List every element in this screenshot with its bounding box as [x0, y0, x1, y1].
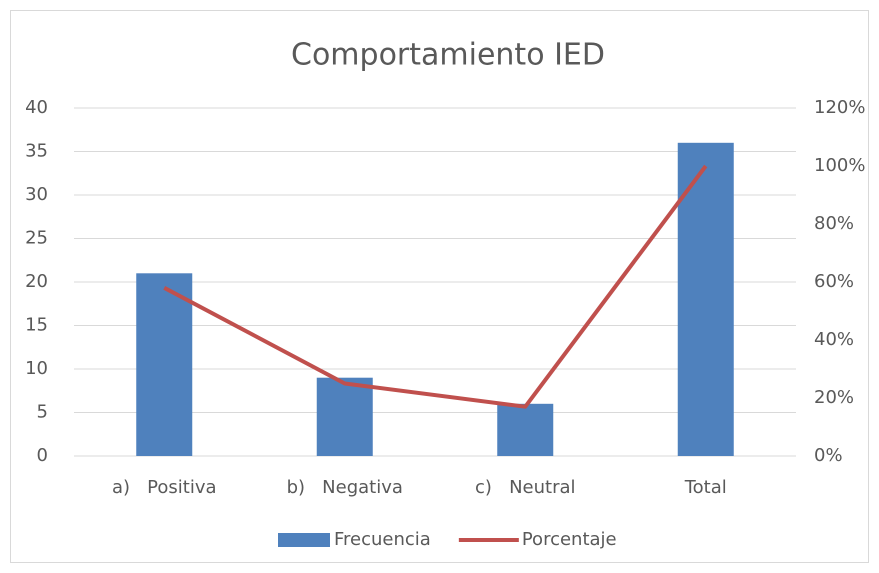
- y-tick-label: 10: [25, 358, 48, 379]
- x-tick-label: c) Neutral: [475, 477, 576, 498]
- bar: [677, 142, 734, 457]
- y-tick-label: 30: [25, 184, 48, 205]
- legend-label: Frecuencia: [334, 529, 431, 550]
- y-tick-label: 0: [37, 445, 48, 466]
- y2-tick-label: 0%: [814, 445, 843, 466]
- legend-swatch: [278, 533, 330, 547]
- x-tick-label: b) Negativa: [287, 477, 403, 498]
- bar: [316, 377, 373, 456]
- y2-tick-label: 80%: [814, 213, 854, 234]
- y2-tick-label: 40%: [814, 329, 854, 350]
- y-tick-label: 40: [25, 97, 48, 118]
- bar: [497, 403, 554, 456]
- bar: [136, 273, 193, 456]
- x-tick-label: a) Positiva: [112, 477, 217, 498]
- y-tick-label: 35: [25, 141, 48, 162]
- y-tick-label: 5: [37, 402, 48, 423]
- y2-tick-label: 60%: [814, 271, 854, 292]
- y2-tick-label: 20%: [814, 387, 854, 408]
- y-tick-label: 20: [25, 271, 48, 292]
- x-tick-label: Total: [684, 477, 727, 498]
- chart-title: Comportamiento IED: [291, 38, 605, 73]
- line: [163, 164, 708, 409]
- y-tick-label: 25: [25, 228, 48, 249]
- legend-label: Porcentaje: [522, 529, 617, 550]
- y2-tick-label: 120%: [814, 97, 865, 118]
- y-tick-label: 15: [25, 315, 48, 336]
- y2-tick-label: 100%: [814, 155, 865, 176]
